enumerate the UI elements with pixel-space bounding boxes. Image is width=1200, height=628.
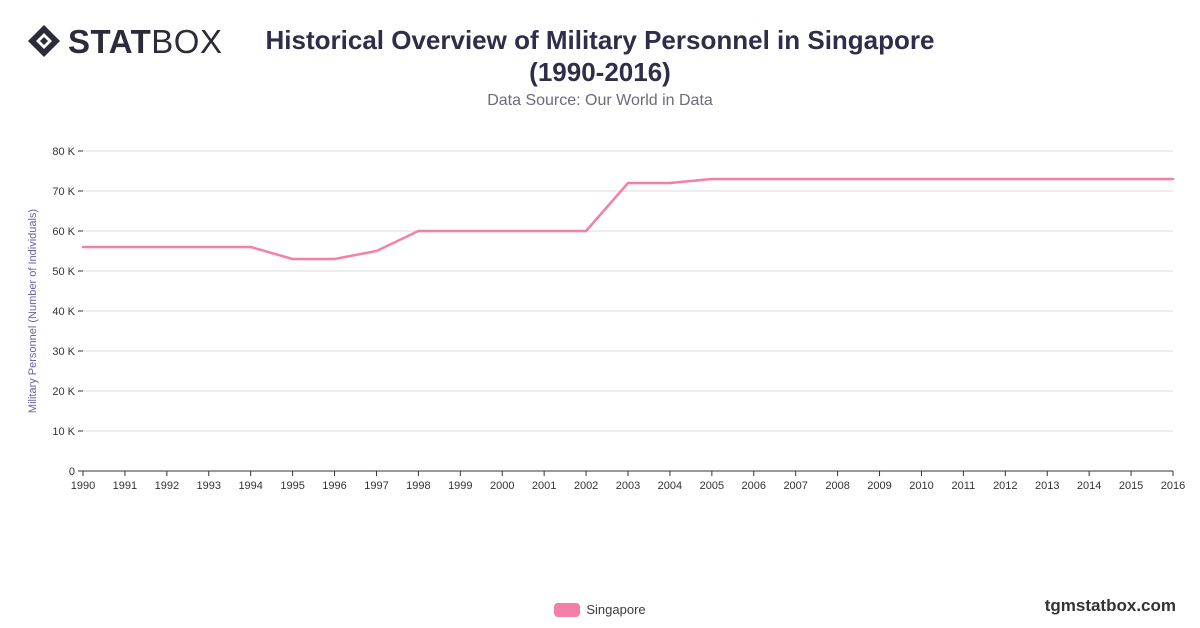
legend-swatch [554, 602, 581, 617]
footer-brand[interactable]: tgmstatbox.com [1044, 596, 1176, 615]
x-tick-label: 2015 [1119, 480, 1143, 492]
x-tick-label: 2011 [952, 480, 976, 492]
y-tick-label: 60 K [52, 226, 75, 238]
x-tick-label: 1998 [406, 480, 430, 492]
x-tick-label: 1991 [113, 480, 137, 492]
x-tick-label: 1999 [448, 480, 472, 492]
logo-text-bold: STAT [68, 22, 152, 60]
x-tick-label: 2003 [616, 480, 640, 492]
chart-subtitle: Data Source: Our World in Data [487, 92, 713, 109]
x-tick-label: 2008 [825, 480, 849, 492]
x-tick-label: 1992 [155, 480, 179, 492]
x-tick-label: 2009 [867, 480, 891, 492]
statbox-logo[interactable]: STATBOX [26, 22, 222, 60]
x-tick-label: 2010 [909, 480, 933, 492]
chart-title: Historical Overview of Military Personne… [200, 24, 1000, 88]
y-tick-label: 10 K [52, 426, 75, 438]
x-tick-label: 2014 [1077, 480, 1101, 492]
x-tick-label: 1997 [364, 480, 388, 492]
diamond-logo-icon [28, 25, 60, 57]
x-tick-label: 2005 [700, 480, 724, 492]
x-tick-label: 2007 [783, 480, 807, 492]
y-tick-label: 0 [69, 466, 75, 478]
x-tick-label: 1990 [71, 480, 95, 492]
y-axis-title: Military Personnel (Number of Individual… [27, 209, 39, 413]
chart-title-line2: (1990-2016) [529, 57, 671, 87]
x-tick-label: 1996 [322, 480, 346, 492]
x-tick-label: 1995 [280, 480, 304, 492]
x-tick-label: 1994 [238, 480, 262, 492]
legend[interactable]: Singapore [0, 602, 1200, 617]
y-tick-label: 80 K [52, 146, 75, 158]
chart-title-line1: Historical Overview of Military Personne… [265, 25, 935, 55]
x-tick-label: 2004 [658, 480, 682, 492]
logo-wordmark: STATBOX [68, 25, 222, 58]
x-tick-label: 2012 [993, 480, 1017, 492]
x-tick-label: 2016 [1161, 480, 1185, 492]
logo-text-light: BOX [151, 22, 223, 60]
y-tick-label: 70 K [52, 186, 75, 198]
x-tick-label: 1993 [197, 480, 221, 492]
y-tick-label: 40 K [52, 306, 75, 318]
legend-label: Singapore [586, 602, 646, 617]
y-tick-label: 50 K [52, 266, 75, 278]
x-tick-label: 2001 [532, 480, 556, 492]
y-tick-label: 30 K [52, 346, 75, 358]
x-tick-label: 2006 [742, 480, 766, 492]
x-tick-label: 2013 [1035, 480, 1059, 492]
y-tick-label: 20 K [52, 386, 75, 398]
x-tick-label: 2000 [490, 480, 514, 492]
x-tick-label: 2002 [574, 480, 598, 492]
